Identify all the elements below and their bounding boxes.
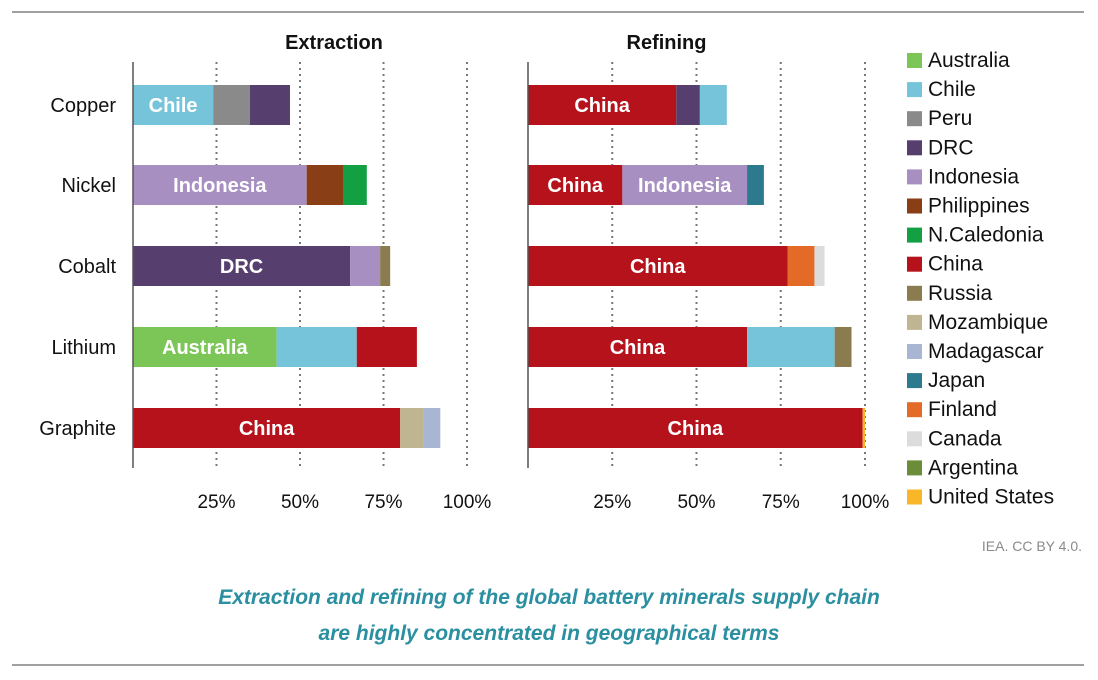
- bar-segment-graphite-madagascar: [423, 408, 441, 448]
- legend-label: Indonesia: [928, 165, 1019, 188]
- legend-label: Mozambique: [928, 311, 1048, 334]
- legend-swatch-argentina: [907, 460, 922, 476]
- bar-segment-lithium-chile: [276, 327, 357, 367]
- bar-data-label: China: [547, 175, 603, 197]
- bar-segment-copper-drc: [676, 85, 700, 125]
- legend-label: Japan: [928, 369, 985, 392]
- x-tick-label: 75%: [762, 492, 800, 513]
- caption-line-1: Extraction and refining of the global ba…: [218, 586, 880, 609]
- bar-segment-cobalt-indonesia: [350, 246, 381, 286]
- legend-label: DRC: [928, 136, 974, 159]
- legend-label: United States: [928, 486, 1054, 509]
- legend-swatch-japan: [907, 373, 922, 389]
- bar-segment-lithium-china: [528, 327, 748, 367]
- x-tick-label: 100%: [841, 492, 890, 513]
- bar-segment-cobalt-canada: [814, 246, 825, 286]
- bar-segment-copper-chile: [133, 85, 214, 125]
- legend-swatch-indonesia: [907, 169, 922, 185]
- bar-segment-copper-chile: [699, 85, 727, 125]
- legend-swatch-mozambique: [907, 314, 922, 330]
- bar-segment-copper-peru: [213, 85, 250, 125]
- bar-segment-nickel-philippines: [306, 165, 344, 205]
- bar-segment-nickel-indonesia: [622, 165, 748, 205]
- bar-data-label: China: [630, 256, 686, 278]
- bar-segment-lithium-china: [356, 327, 417, 367]
- legend-swatch-peru: [907, 111, 922, 127]
- legend-swatch-united-states: [907, 489, 922, 505]
- chart-area: Extraction 25% 50% 75% 100% Copper Nickel Cobal…: [39, 32, 1054, 513]
- bar-data-label: China: [239, 418, 295, 440]
- bar-segment-lithium-australia: [133, 327, 277, 367]
- bottom-rule: [12, 664, 1084, 666]
- legend-label: Canada: [928, 427, 1002, 450]
- legend-label: China: [928, 253, 983, 276]
- bar-segment-nickel-n-caledonia: [343, 165, 367, 205]
- legend-swatch-finland: [907, 402, 922, 418]
- x-tick-label: 75%: [364, 492, 402, 513]
- bar-segment-cobalt-finland: [787, 246, 815, 286]
- legend-swatch-n-caledonia: [907, 227, 922, 243]
- legend-label: Peru: [928, 107, 972, 130]
- bar-segment-graphite-mozambique: [400, 408, 424, 448]
- bar-data-label: Indonesia: [173, 175, 267, 197]
- legend-swatch-drc: [907, 140, 922, 156]
- x-tick-label: 25%: [593, 492, 631, 513]
- bar-segment-copper-drc: [249, 85, 290, 125]
- legend-swatch-madagascar: [907, 344, 922, 359]
- bar-segment-lithium-russia: [834, 327, 852, 367]
- bar-segment-graphite-united-states: [862, 408, 865, 448]
- legend-swatch-chile: [907, 82, 922, 98]
- bar-data-label: Indonesia: [638, 175, 732, 197]
- bar-data-label: China: [610, 337, 666, 359]
- legend-label: Chile: [928, 78, 976, 101]
- bar-segment-graphite-china: [528, 408, 863, 448]
- legend-swatch-china: [907, 256, 922, 272]
- category-label: Graphite: [39, 418, 116, 440]
- bar-segment-nickel-china: [528, 165, 623, 205]
- x-tick-label: 50%: [677, 492, 715, 513]
- legend-label: Argentina: [928, 456, 1018, 479]
- legend-label: Finland: [928, 398, 997, 421]
- bar-segment-cobalt-china: [528, 246, 788, 286]
- bar-segment-graphite-china: [133, 408, 401, 448]
- category-label: Nickel: [62, 175, 116, 197]
- category-label: Lithium: [52, 337, 116, 359]
- category-label: Copper: [50, 95, 116, 117]
- bar-data-label: Chile: [149, 95, 198, 117]
- legend-label: Australia: [928, 49, 1010, 72]
- legend-label: Philippines: [928, 195, 1030, 218]
- panel-title-extraction: Extraction: [285, 32, 383, 54]
- caption-line-2: are highly concentrated in geographical …: [318, 622, 780, 645]
- legend-swatch-australia: [907, 53, 922, 68]
- category-label: Cobalt: [58, 256, 116, 278]
- legend-swatch-philippines: [907, 198, 922, 214]
- bar-data-label: China: [574, 95, 630, 117]
- legend-label: N.Caledonia: [928, 224, 1044, 247]
- legend-swatch-canada: [907, 431, 922, 447]
- panel-title-refining: Refining: [627, 32, 707, 54]
- x-tick-label: 100%: [443, 492, 492, 513]
- credit-text: IEA. CC BY 4.0.: [981, 538, 1082, 554]
- bar-segment-cobalt-russia: [380, 246, 391, 286]
- legend-label: Madagascar: [928, 340, 1044, 363]
- bar-data-label: Australia: [162, 337, 248, 359]
- bar-segment-nickel-indonesia: [133, 165, 307, 205]
- bar-segment-nickel-japan: [747, 165, 764, 205]
- x-tick-label: 50%: [281, 492, 319, 513]
- x-tick-label: 25%: [197, 492, 235, 513]
- bar-segment-cobalt-drc: [133, 246, 351, 286]
- top-rule: [12, 11, 1084, 13]
- legend-label: Russia: [928, 282, 993, 305]
- legend-swatch-russia: [907, 285, 922, 301]
- bar-segment-lithium-chile: [747, 327, 835, 367]
- bar-data-label: China: [668, 418, 724, 440]
- bar-segment-copper-china: [528, 85, 677, 125]
- bar-data-label: DRC: [220, 256, 263, 278]
